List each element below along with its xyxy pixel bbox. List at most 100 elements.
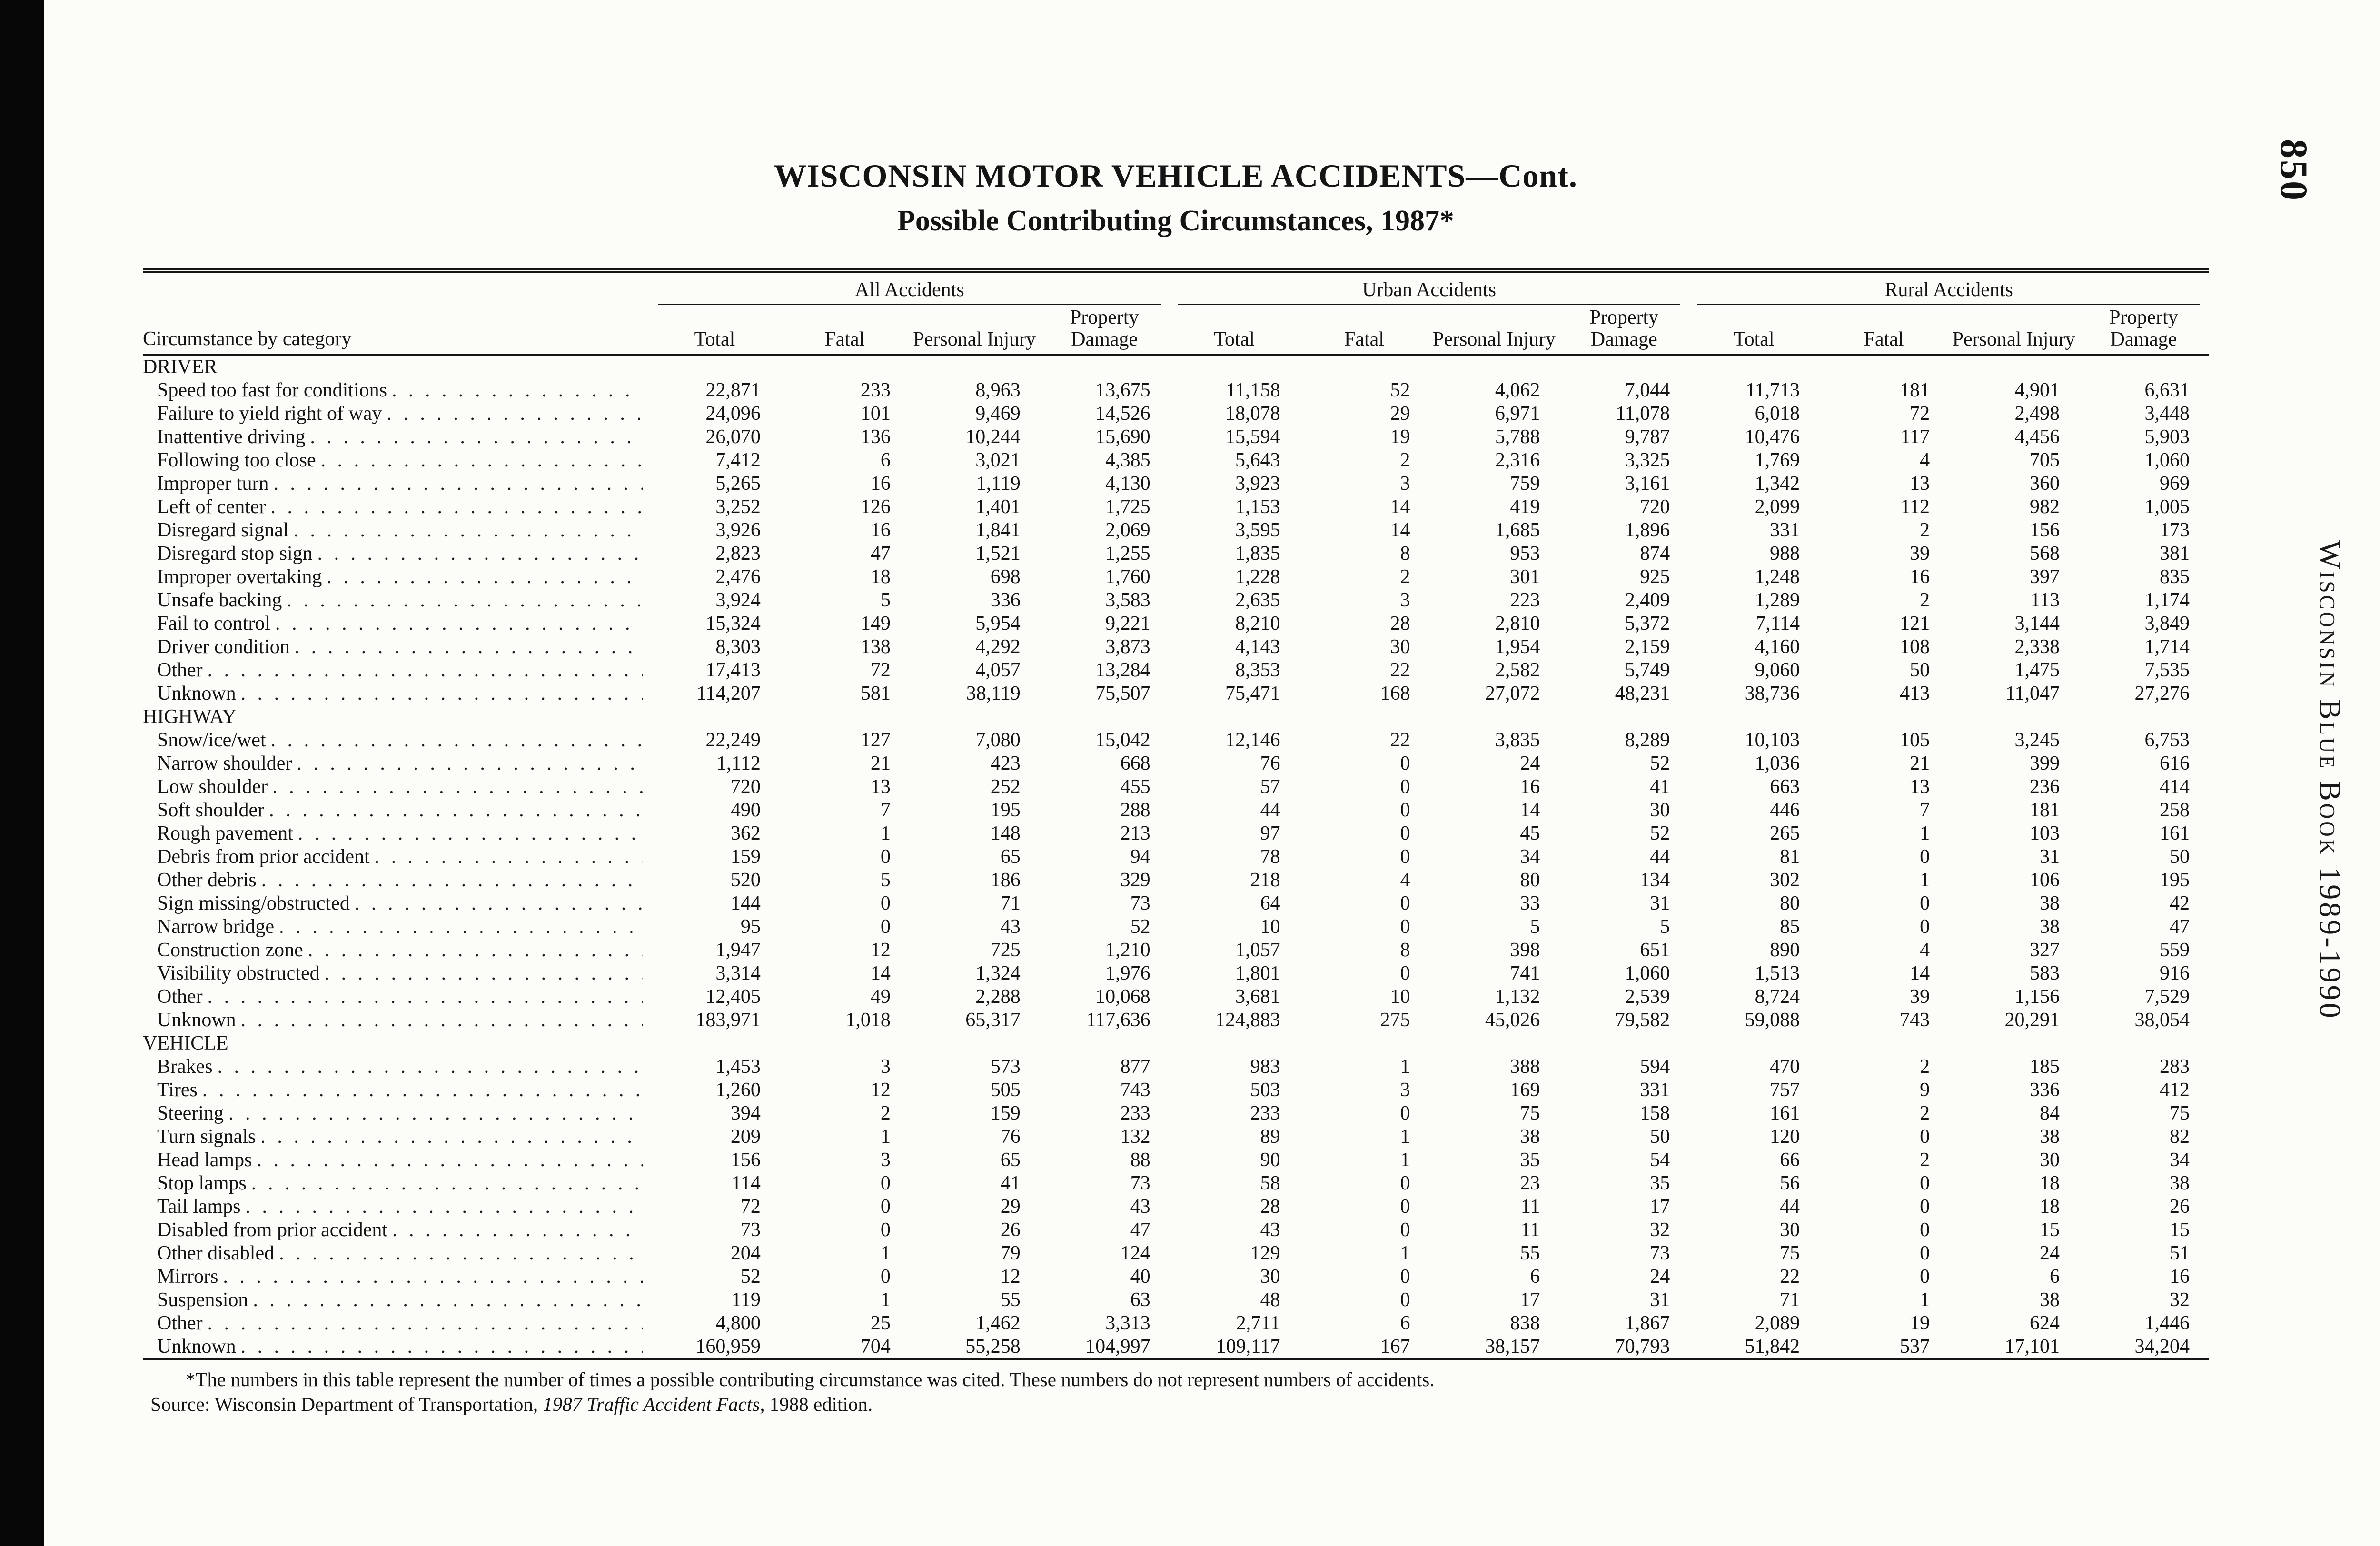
cell-value: 8,963 — [975, 379, 1021, 401]
cell-value: 127 — [860, 729, 891, 751]
dot-leader — [287, 589, 643, 612]
cell-value: 2,288 — [975, 985, 1021, 1008]
cell-value: 73 — [1130, 1172, 1150, 1194]
row-label: Mirrors — [143, 1265, 650, 1288]
cell-value: 30 — [1260, 1265, 1280, 1288]
cell-value: 537 — [1900, 1335, 1930, 1358]
cell-value: 594 — [1640, 1055, 1670, 1078]
row-label: Steering — [143, 1102, 650, 1125]
cell-value: 5 — [1660, 915, 1670, 938]
dot-leader — [321, 449, 643, 472]
cell-value: 22 — [1780, 1265, 1800, 1288]
cell-value: 65 — [1000, 845, 1021, 868]
row-label: Brakes — [143, 1055, 650, 1079]
dot-leader — [241, 1009, 643, 1032]
cell-value: 3,021 — [975, 449, 1021, 471]
cell-value: 73 — [1130, 892, 1150, 914]
cell-value: 265 — [1770, 822, 1800, 844]
cell-value: 1,153 — [1235, 496, 1280, 518]
section-title: VEHICLE — [143, 1032, 228, 1054]
cell-value: 0 — [1400, 845, 1410, 868]
cell-value: 75,471 — [1225, 682, 1280, 704]
row-label: Soft shoulder — [143, 799, 650, 822]
cell-value: 65 — [1000, 1149, 1021, 1171]
table-row: Snow/ice/wet 22,249 127 7,080 15,042 12,146 22… — [143, 729, 2209, 752]
cell-value: 38,736 — [1745, 682, 1800, 704]
cell-value: 1,725 — [1105, 496, 1150, 518]
cell-value: 15,690 — [1095, 426, 1150, 448]
cell-value: 6 — [880, 449, 891, 471]
col-header-personal-injury: Personal Injury — [1429, 305, 1559, 356]
cell-value: 4,901 — [2014, 379, 2060, 401]
col-header-fatal: Fatal — [1819, 305, 1949, 356]
cell-value: 45,026 — [1485, 1009, 1540, 1031]
cell-value: 15,324 — [705, 612, 761, 634]
cell-value: 15,042 — [1095, 729, 1150, 751]
dot-leader — [208, 659, 643, 682]
cell-value: 0 — [1400, 822, 1410, 844]
cell-value: 45 — [1520, 822, 1540, 844]
cell-value: 76 — [1000, 1125, 1021, 1148]
cell-value: 7,080 — [975, 729, 1021, 751]
cell-value: 94 — [1130, 845, 1150, 868]
cell-value: 30 — [1390, 635, 1410, 658]
table-row: Turn signals 209 1 76 132 89 1 38 50 120 0 38 82 — [143, 1125, 2209, 1149]
cell-value: 16 — [1910, 565, 1930, 588]
cell-value: 149 — [860, 612, 891, 634]
cell-value: 14 — [1390, 519, 1410, 541]
cell-value: 181 — [2029, 799, 2060, 821]
cell-value: 89 — [1260, 1125, 1280, 1148]
cell-value: 7 — [1920, 799, 1930, 821]
cell-value: 84 — [2039, 1102, 2060, 1124]
cell-value: 24 — [1520, 752, 1540, 774]
dot-leader — [208, 1312, 643, 1335]
group-label-rural: Rural Accidents — [1697, 279, 2200, 306]
cell-value: 2 — [1920, 519, 1930, 541]
cell-value: 38 — [2039, 1125, 2060, 1148]
cell-value: 50 — [1910, 659, 1930, 681]
cell-value: 3,924 — [715, 589, 761, 611]
cell-value: 204 — [730, 1242, 761, 1264]
cell-value: 19 — [1910, 1312, 1930, 1334]
cell-value: 1,446 — [2144, 1312, 2190, 1334]
cell-value: 5,265 — [715, 472, 761, 495]
row-label: Debris from prior accident — [143, 845, 650, 869]
cell-value: 6 — [2049, 1265, 2060, 1288]
cell-value: 55,258 — [965, 1335, 1021, 1358]
cell-value: 2,338 — [2014, 635, 2060, 658]
cell-value: 72 — [1910, 402, 1930, 425]
column-header-row: Circumstance by category Total Fatal Per… — [143, 305, 2209, 356]
cell-value: 8,353 — [1235, 659, 1280, 681]
cell-value: 15,594 — [1225, 426, 1280, 448]
cell-value: 51,842 — [1745, 1335, 1800, 1358]
cell-value: 18 — [870, 565, 891, 588]
section-header-row: HIGHWAY — [143, 705, 2209, 729]
cell-value: 183,971 — [695, 1009, 761, 1031]
page-number: 850 — [2272, 139, 2316, 202]
dot-leader — [271, 496, 643, 519]
cell-value: 11,047 — [2005, 682, 2060, 704]
cell-value: 1,760 — [1105, 565, 1150, 588]
dot-leader — [253, 1288, 643, 1312]
dot-leader — [208, 985, 643, 1009]
cell-value: 3,144 — [2014, 612, 2060, 634]
cell-value: 108 — [1900, 635, 1930, 658]
cell-value: 73 — [740, 1219, 761, 1241]
cell-value: 651 — [1640, 939, 1670, 961]
cell-value: 27,276 — [2134, 682, 2190, 704]
cell-value: 80 — [1520, 869, 1540, 891]
cell-value: 3 — [880, 1149, 891, 1171]
group-header-rural: Rural Accidents — [1689, 274, 2209, 306]
dot-leader — [241, 1335, 643, 1358]
cell-value: 39 — [1910, 985, 1930, 1008]
dot-leader — [271, 729, 643, 752]
cell-value: 27,072 — [1485, 682, 1540, 704]
cell-value: 30 — [1650, 799, 1670, 821]
cell-value: 34 — [2170, 1149, 2190, 1171]
cell-value: 10 — [1390, 985, 1410, 1008]
cell-value: 73 — [1650, 1242, 1670, 1264]
cell-value: 470 — [1770, 1055, 1800, 1078]
cell-value: 4,143 — [1235, 635, 1280, 658]
cell-value: 38 — [2039, 915, 2060, 938]
